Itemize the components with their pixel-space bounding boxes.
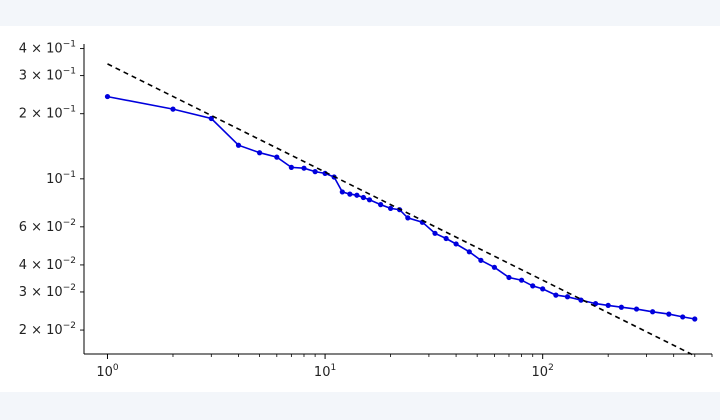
data-point: [288, 164, 294, 170]
data-point: [256, 150, 263, 156]
data-point: [432, 230, 438, 236]
data-point: [649, 309, 656, 315]
y-tick-label: 3 × 10−2: [19, 283, 76, 300]
data-point: [378, 202, 384, 208]
data-point: [443, 235, 449, 242]
data-point: [354, 192, 360, 198]
loglog-chart: 100 101 102 4 × 10−1 3 × 10−1 2 × 10−1 10−1 6 ×…: [19, 40, 713, 380]
x-tick-label: 100: [96, 363, 119, 380]
y-tick-label: 4 × 10−2: [19, 256, 76, 273]
data-point: [301, 165, 307, 171]
data-point: [666, 311, 672, 317]
data-point: [405, 215, 411, 221]
x-tick-label: 102: [532, 363, 554, 380]
y-tick-label: 10−1: [46, 170, 76, 187]
data-point: [618, 304, 624, 310]
y-tick-label: 2 × 10−1: [19, 105, 76, 122]
y-tick-label: 3 × 10−1: [19, 67, 76, 84]
data-point: [518, 277, 525, 283]
data-point: [453, 241, 459, 247]
data-point: [530, 283, 536, 289]
data-point: [466, 249, 472, 255]
y-tick-label: 2 × 10−2: [19, 321, 76, 338]
data-point: [312, 169, 318, 175]
y-tick-label: 4 × 10−1: [19, 40, 76, 57]
data-point: [235, 142, 242, 148]
data-point: [633, 306, 640, 312]
data-point: [339, 189, 345, 195]
data-point: [274, 154, 280, 160]
data-point: [387, 205, 394, 212]
data-point: [104, 93, 111, 100]
y-tick-label: 6 × 10−2: [19, 218, 76, 235]
data-point: [540, 286, 546, 292]
data-point: [208, 115, 214, 122]
data-point: [680, 314, 686, 320]
data-point: [564, 294, 571, 300]
x-tick-label: 101: [314, 363, 336, 380]
data-point: [170, 106, 176, 112]
data-point: [506, 274, 512, 281]
data-point: [692, 316, 698, 322]
data-point: [491, 264, 498, 270]
data-point: [478, 257, 484, 263]
chart-panel: 100 101 102 4 × 10−1 3 × 10−1 2 × 10−1 10−1 6 ×…: [0, 26, 720, 392]
data-point: [592, 301, 599, 307]
data-point: [605, 302, 611, 309]
data-point: [347, 191, 353, 197]
data-point: [366, 197, 373, 203]
data-point: [578, 297, 584, 303]
data-point: [553, 292, 559, 298]
reference-slope-line: [107, 63, 696, 357]
data-point: [360, 194, 366, 201]
